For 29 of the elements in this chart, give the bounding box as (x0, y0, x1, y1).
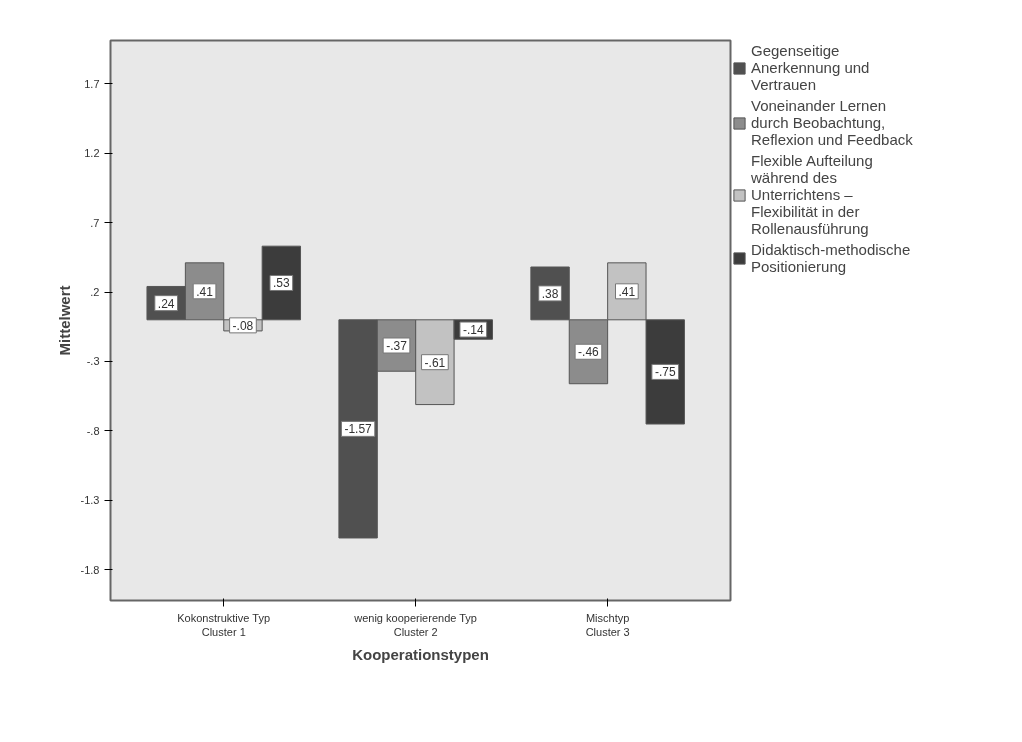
y-tick-label: 1.2 (84, 147, 100, 160)
y-tick-label: -.8 (86, 424, 100, 437)
y-tick-label: -1.8 (80, 563, 100, 576)
x-axis-title: Kooperationstypen (352, 645, 489, 663)
y-tick-label: .2 (90, 286, 100, 299)
x-tick-label: Kokonstruktive Typ Cluster 1 (177, 611, 271, 638)
legend-label: Voneinander Lernen durch Beobachtung, Reflexion und Feedback (751, 97, 913, 148)
data-label: .41 (196, 284, 214, 299)
data-label: -.46 (578, 345, 600, 360)
legend-label: Flexible Aufteilung während des Unterrichtens – Flexibilität in der Rollenausführung (751, 152, 873, 237)
data-label: -.75 (654, 365, 676, 380)
data-label: -.61 (424, 355, 446, 370)
legend-label: Gegenseitige Anerkennung und Vertrauen (751, 42, 870, 93)
data-label: .53 (273, 276, 290, 291)
y-axis-title: Mittelwert (55, 285, 73, 356)
data-label: -1.57 (344, 422, 373, 437)
data-label: .41 (618, 284, 636, 299)
y-tick-label: 1.7 (84, 77, 100, 90)
data-label: -.08 (232, 318, 254, 333)
legend-label: Didaktisch-methodische Positionierung (751, 241, 911, 275)
data-label: -.14 (462, 323, 484, 338)
data-label: -.37 (386, 339, 408, 354)
y-tick-label: -1.3 (80, 494, 100, 507)
y-tick-label: -.3 (86, 355, 100, 368)
data-label: .38 (541, 286, 559, 301)
y-tick-label: .7 (90, 216, 100, 229)
data-label: .24 (157, 296, 175, 311)
x-tick-label: wenig kooperierende Typ Cluster 2 (353, 611, 477, 638)
x-tick-label: Mischtyp Cluster 3 (585, 611, 630, 638)
